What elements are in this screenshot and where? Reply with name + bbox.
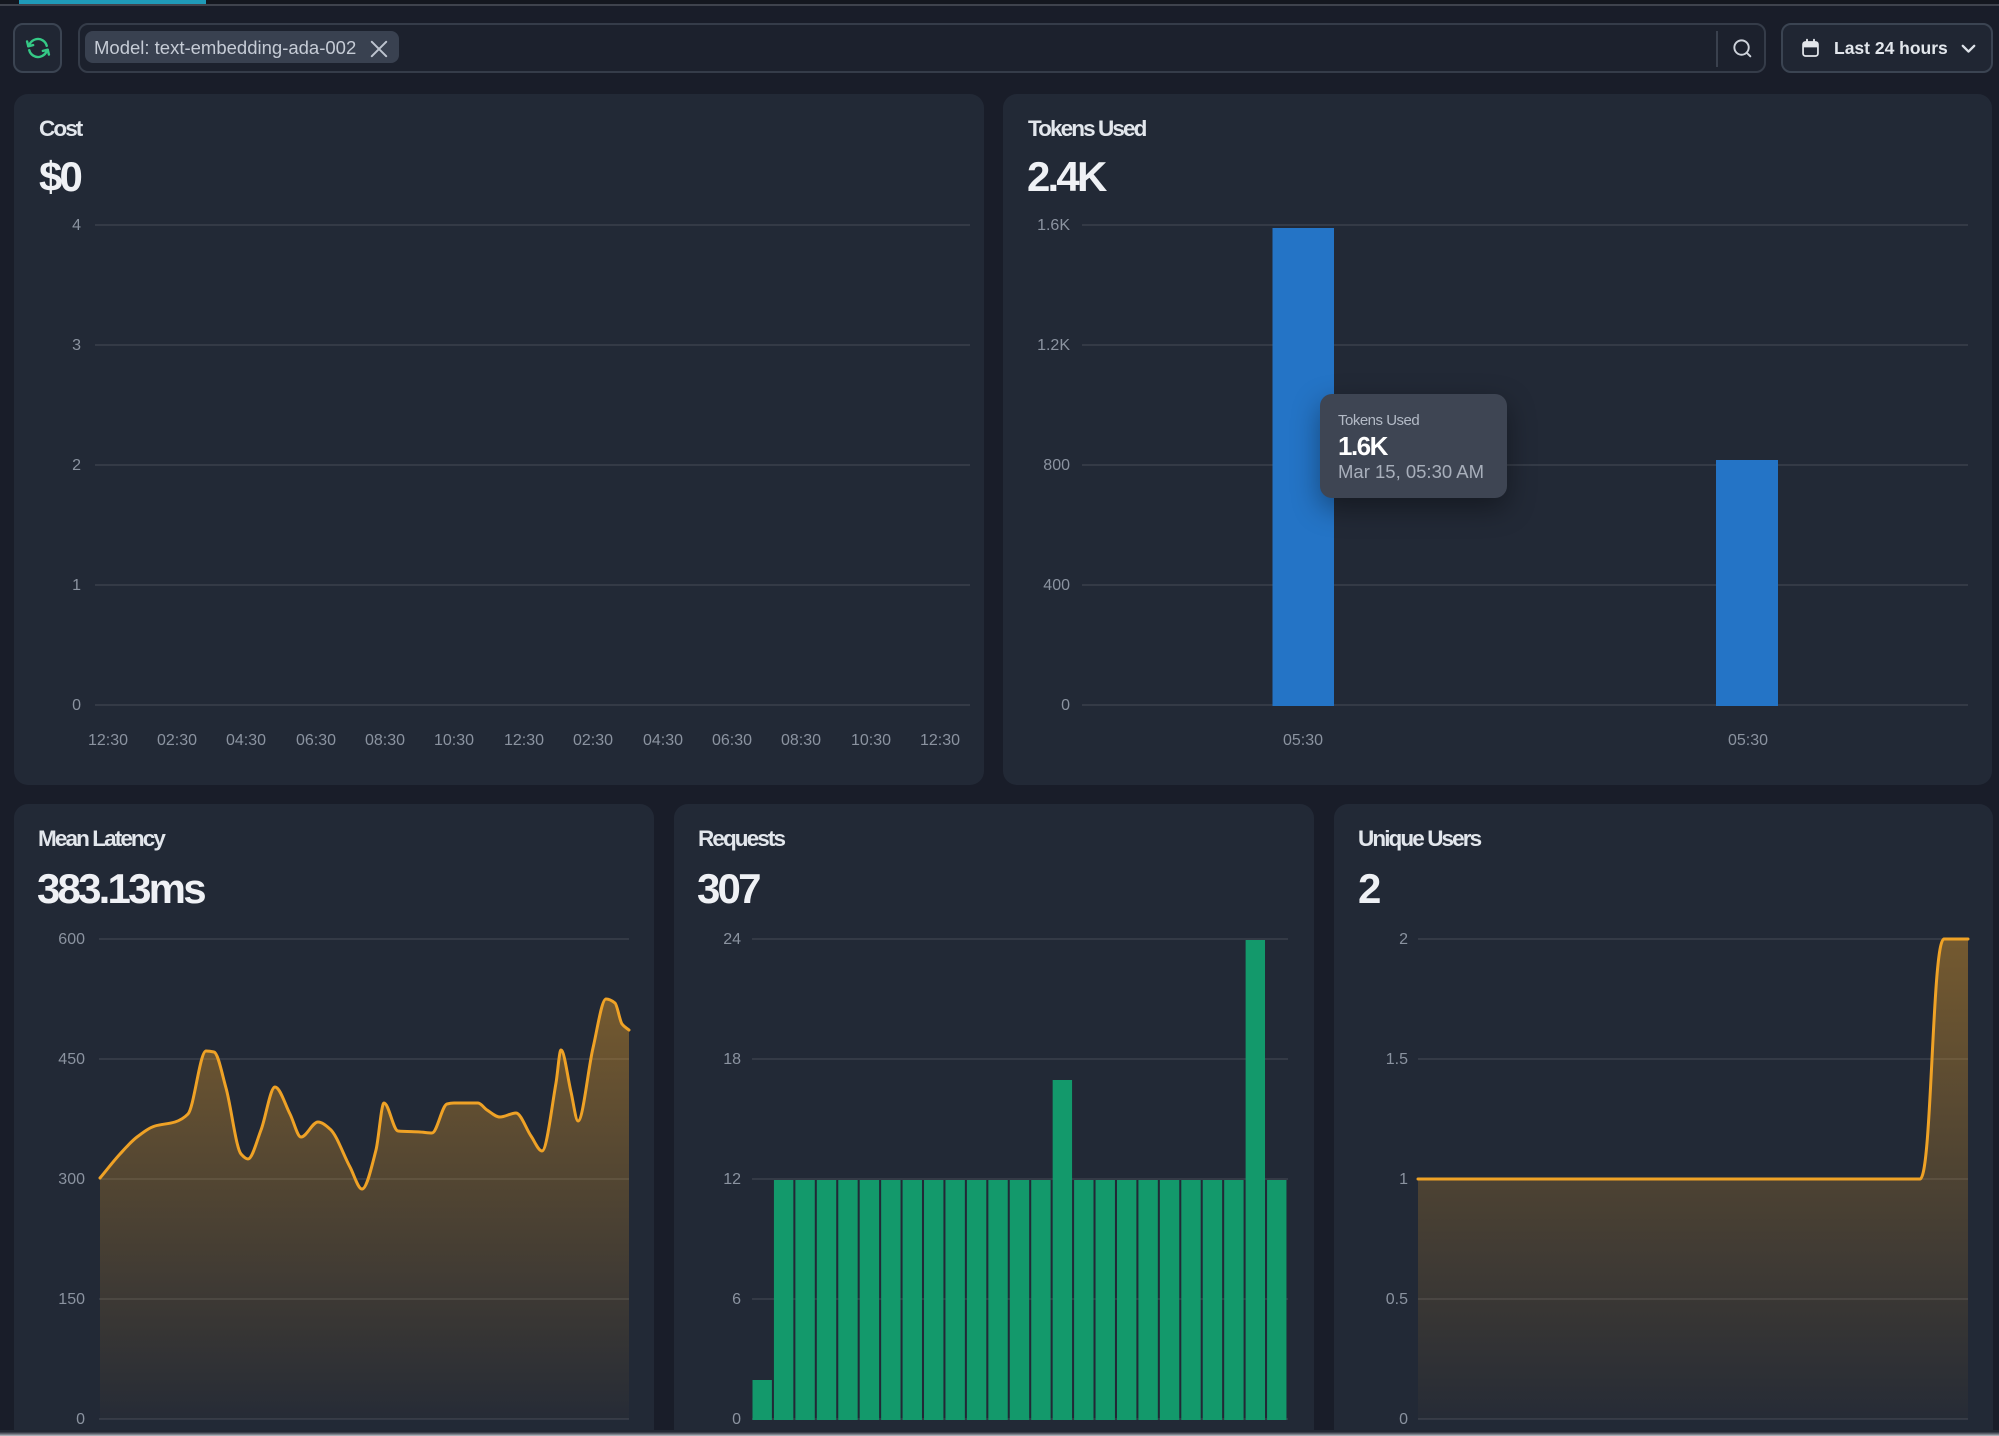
svg-text:12:30: 12:30 <box>88 732 128 749</box>
svg-text:10:30: 10:30 <box>434 732 474 749</box>
svg-text:6: 6 <box>732 1291 741 1308</box>
svg-text:08:30: 08:30 <box>781 732 821 749</box>
svg-text:1: 1 <box>1399 1171 1408 1188</box>
svg-text:02:30: 02:30 <box>573 732 613 749</box>
svg-text:10:30: 10:30 <box>851 732 891 749</box>
svg-text:2: 2 <box>1399 931 1408 948</box>
svg-text:05:30: 05:30 <box>1728 732 1768 749</box>
svg-text:400: 400 <box>1043 577 1070 594</box>
svg-text:08:30: 08:30 <box>365 732 405 749</box>
svg-text:2: 2 <box>72 457 81 474</box>
svg-text:1.6K: 1.6K <box>1037 217 1070 234</box>
svg-text:0: 0 <box>732 1411 741 1428</box>
svg-text:4: 4 <box>72 217 81 234</box>
svg-text:0: 0 <box>72 697 81 714</box>
svg-text:0: 0 <box>76 1411 85 1428</box>
svg-text:06:30: 06:30 <box>296 732 336 749</box>
svg-text:600: 600 <box>58 931 85 948</box>
svg-text:1.5: 1.5 <box>1386 1051 1408 1068</box>
svg-text:150: 150 <box>58 1291 85 1308</box>
svg-text:3: 3 <box>72 337 81 354</box>
svg-text:05:30: 05:30 <box>1283 732 1323 749</box>
svg-text:02:30: 02:30 <box>157 732 197 749</box>
svg-text:300: 300 <box>58 1171 85 1188</box>
svg-text:800: 800 <box>1043 457 1070 474</box>
svg-text:0.5: 0.5 <box>1386 1291 1408 1308</box>
svg-text:06:30: 06:30 <box>712 732 752 749</box>
svg-text:24: 24 <box>723 931 741 948</box>
svg-text:450: 450 <box>58 1051 85 1068</box>
svg-text:18: 18 <box>723 1051 741 1068</box>
svg-text:1: 1 <box>72 577 81 594</box>
svg-text:12:30: 12:30 <box>504 732 544 749</box>
svg-text:04:30: 04:30 <box>643 732 683 749</box>
svg-text:1.2K: 1.2K <box>1037 337 1070 354</box>
svg-text:0: 0 <box>1399 1411 1408 1428</box>
svg-text:12:30: 12:30 <box>920 732 960 749</box>
svg-text:04:30: 04:30 <box>226 732 266 749</box>
svg-text:12: 12 <box>723 1171 741 1188</box>
svg-text:0: 0 <box>1061 697 1070 714</box>
